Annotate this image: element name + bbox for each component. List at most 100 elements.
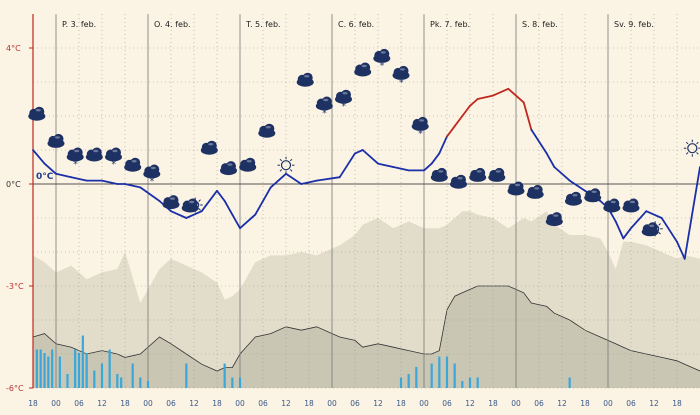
zero-degree-label: 0°C <box>36 172 54 182</box>
hour-tick-label: 12 <box>557 399 567 408</box>
weather-cloud-sun-icon <box>181 197 203 213</box>
temperature-segment <box>392 166 410 172</box>
cloud-shape <box>475 167 486 178</box>
cloud-highlight <box>150 166 156 170</box>
cloud-highlight <box>553 214 559 217</box>
temperature-segment <box>43 162 57 175</box>
hour-tick-label: 00 <box>143 399 153 408</box>
weather-cloud-icon <box>545 212 563 227</box>
day-label: Sv. 9. feb. <box>614 20 654 29</box>
precip-bar <box>185 363 188 388</box>
cloud-highlight <box>610 200 616 204</box>
weather-cloud-icon <box>430 167 448 182</box>
cloud-shape <box>360 62 371 73</box>
hour-tick-label: 12 <box>649 399 659 408</box>
cloud-highlight <box>112 149 118 153</box>
hour-tick-label: 06 <box>166 399 176 408</box>
temperature-segment <box>223 200 234 216</box>
hour-tick-label: 00 <box>603 399 613 408</box>
temperature-segment <box>315 176 341 182</box>
cloud-shape <box>168 195 179 206</box>
sun-ray <box>289 169 293 172</box>
weather-sun-icon <box>277 156 295 174</box>
hour-tick-label: 18 <box>672 399 682 408</box>
cloud-shape <box>111 147 121 158</box>
cloud-shape <box>436 167 447 178</box>
y-tick-label: -3°C <box>6 282 24 291</box>
cloud-shape <box>130 157 141 168</box>
temperature-segment <box>361 149 379 165</box>
temperature-segment <box>377 162 395 168</box>
cloud-highlight <box>591 190 597 193</box>
temperature-segment <box>545 152 556 168</box>
cloud-shape <box>302 72 313 83</box>
temperature-segment <box>139 186 161 202</box>
hour-tick-label: 00 <box>327 399 337 408</box>
cloud-highlight <box>35 109 41 112</box>
precip-bar <box>108 349 111 388</box>
temperature-segment <box>622 227 632 240</box>
weather-cloud-icon <box>507 181 525 196</box>
hour-tick-label: 06 <box>350 399 360 408</box>
weather-cloud-icon <box>124 157 142 172</box>
weather-cloud-icon <box>469 167 487 182</box>
cloud-highlight <box>630 200 635 204</box>
hour-tick-label: 12 <box>281 399 291 408</box>
y-tick-label: 0°C <box>6 180 21 189</box>
temperature-segment <box>660 217 678 243</box>
y-tick-label: 4°C <box>6 44 21 53</box>
cloud-shape <box>321 96 332 107</box>
cloud-shape <box>72 147 83 158</box>
cloud-highlight <box>74 149 80 153</box>
sun-ray <box>696 141 699 145</box>
hour-tick-label: 06 <box>626 399 636 408</box>
cloud-shape <box>398 65 409 76</box>
cloud-highlight <box>495 170 501 173</box>
weather-cloud-icon <box>220 161 237 176</box>
cloud-shape <box>187 198 198 209</box>
temperature-segment <box>269 172 287 189</box>
hour-tick-label: 06 <box>74 399 84 408</box>
snowflake-glyph: * <box>322 109 327 119</box>
lower-band-line <box>32 285 700 372</box>
snowflake-glyph: * <box>380 61 385 71</box>
cloud-highlight <box>246 160 252 163</box>
precip-bar <box>445 356 449 388</box>
temperature-segment <box>338 152 356 179</box>
precip-bar <box>430 363 433 388</box>
precip-bar <box>51 349 54 388</box>
weather-cloud-icon <box>584 188 602 203</box>
temperature-segment <box>32 149 46 165</box>
sun-disc <box>280 160 292 171</box>
cloud-shape <box>34 106 45 117</box>
temperature-segment <box>553 166 571 182</box>
weather-cloud-snow-icon: * <box>392 65 410 88</box>
temperature-segment <box>170 210 188 219</box>
weather-cloud-icon <box>622 198 640 213</box>
sun-ray <box>279 169 283 172</box>
precip-bar <box>100 363 104 388</box>
weather-cloud-snow-icon: * <box>105 147 122 170</box>
temperature-segment <box>216 189 226 202</box>
day-label: O. 4. feb. <box>154 20 191 29</box>
cloud-shape <box>628 198 639 209</box>
cloud-highlight <box>93 149 99 153</box>
precip-bar <box>476 377 479 388</box>
cloud-shape <box>206 140 217 151</box>
cloud-highlight <box>380 51 386 54</box>
cloud-shape <box>53 133 64 144</box>
sun-ray <box>658 231 661 235</box>
precip-bar <box>231 377 234 388</box>
weather-cloud-snow-icon: * <box>143 164 161 187</box>
cloud-highlight <box>476 170 482 173</box>
temperature-segment <box>438 135 448 155</box>
weather-cloud-snow-icon: * <box>373 48 391 71</box>
hour-tick-label: 18 <box>212 399 222 408</box>
lower-band-area <box>33 286 700 388</box>
precip-bar <box>81 335 84 388</box>
sun-ray <box>289 158 293 162</box>
weather-cloud-icon <box>296 72 314 87</box>
cloud-shape <box>91 147 102 158</box>
cloud-highlight <box>170 197 175 200</box>
